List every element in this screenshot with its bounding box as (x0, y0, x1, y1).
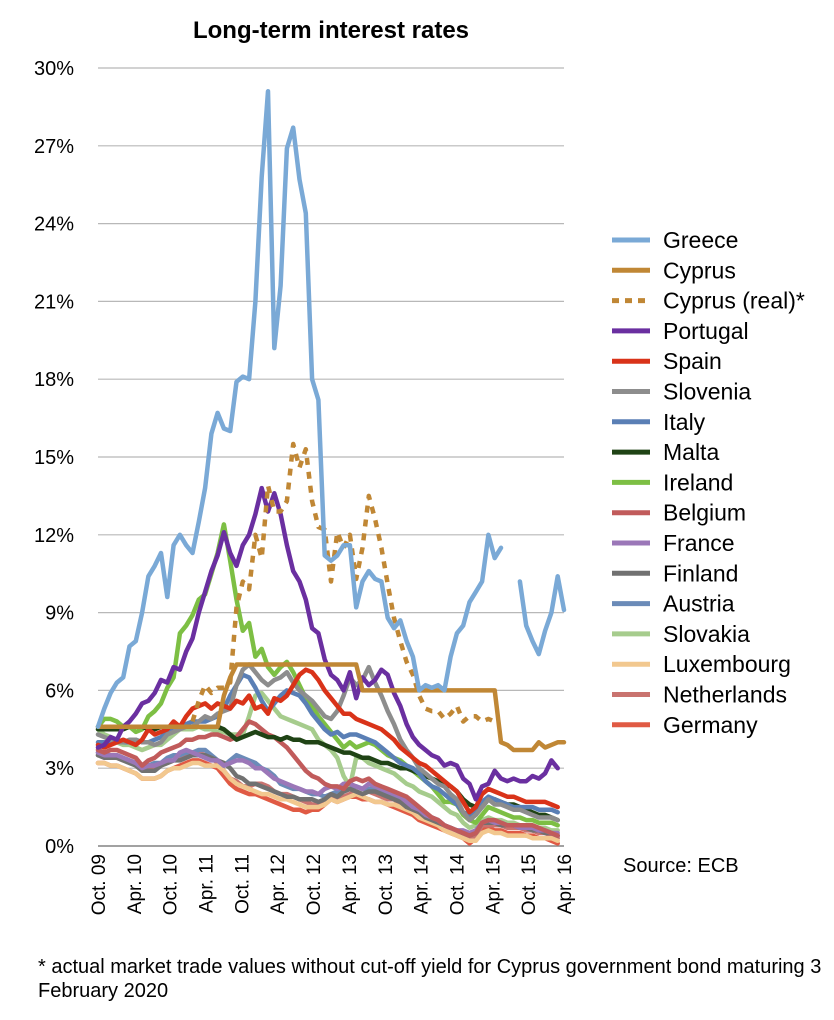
series-line-luxembourg (95, 760, 560, 844)
x-tick-label: Oct. 13 (376, 854, 397, 915)
legend-label: Cyprus (real)* (663, 288, 805, 314)
x-tick-label: Oct. 12 (304, 854, 325, 915)
y-tick-label: 21% (34, 291, 74, 313)
legend-label: Luxembourg (663, 651, 791, 677)
legend-label: France (663, 530, 735, 556)
x-tick-label: Oct. 10 (161, 854, 182, 915)
legend-label: Finland (663, 560, 738, 586)
y-tick-label: 9% (45, 603, 74, 625)
x-tick-label: Apr. 10 (125, 854, 146, 914)
series-line-portugal (95, 485, 560, 802)
series-line-greece (95, 89, 567, 729)
series-line-cyprus (95, 662, 567, 753)
series-lines (95, 89, 567, 846)
series-line-belgium (95, 719, 560, 838)
series-line-cyprus-real (190, 441, 496, 724)
y-tick-label: 30% (34, 58, 74, 80)
legend-label: Portugal (663, 318, 749, 344)
x-tick-label: Oct. 14 (447, 854, 468, 916)
y-tick-label: 15% (34, 447, 74, 469)
y-axis-ticks: 0% 3% 6% 9% 12% 15% 18% 21% 24% 27% 30% (34, 58, 74, 858)
legend-label: Cyprus (663, 257, 736, 283)
x-tick-label: Apr. 16 (555, 854, 576, 914)
legend-label: Slovakia (663, 621, 750, 647)
x-axis-ticks: Oct. 09 Apr. 10 Oct. 10 Apr. 11 Oct. 11 Apr. … (89, 854, 576, 916)
legend: Greece Cyprus Cyprus (real)* Portugal Spain S… (612, 227, 805, 738)
y-tick-label: 24% (34, 214, 74, 236)
x-tick-label: Oct. 11 (232, 854, 253, 914)
y-tick-label: 3% (45, 758, 74, 780)
y-tick-label: 27% (34, 136, 74, 158)
y-tick-label: 0% (45, 836, 74, 858)
legend-label: Spain (663, 348, 722, 374)
footnote: * actual market trade values without cut… (38, 956, 822, 1002)
y-tick-label: 6% (45, 680, 74, 702)
x-tick-label: Oct. 09 (89, 854, 110, 915)
x-tick-label: Apr. 15 (483, 854, 504, 914)
y-tick-label: 18% (34, 369, 74, 391)
y-tick-label: 12% (34, 525, 74, 547)
legend-label: Malta (663, 439, 719, 465)
series-line-spain (95, 667, 560, 815)
x-tick-label: Apr. 11 (197, 854, 218, 913)
legend-label: Netherlands (663, 682, 787, 708)
legend-label: Germany (663, 712, 758, 738)
legend-label: Ireland (663, 469, 733, 495)
legend-label: Greece (663, 227, 738, 253)
x-tick-label: Apr. 12 (268, 854, 289, 914)
legend-label: Italy (663, 409, 706, 435)
legend-label: Belgium (663, 500, 746, 526)
x-tick-label: Apr. 14 (412, 854, 433, 915)
legend-label: Slovenia (663, 379, 751, 405)
series-line-slovenia (95, 662, 560, 823)
chart-title: Long-term interest rates (193, 17, 469, 44)
x-tick-label: Apr. 13 (340, 854, 361, 914)
source-note: Source: ECB (623, 855, 739, 877)
x-tick-label: Oct. 15 (519, 854, 540, 915)
legend-label: Austria (663, 591, 735, 617)
